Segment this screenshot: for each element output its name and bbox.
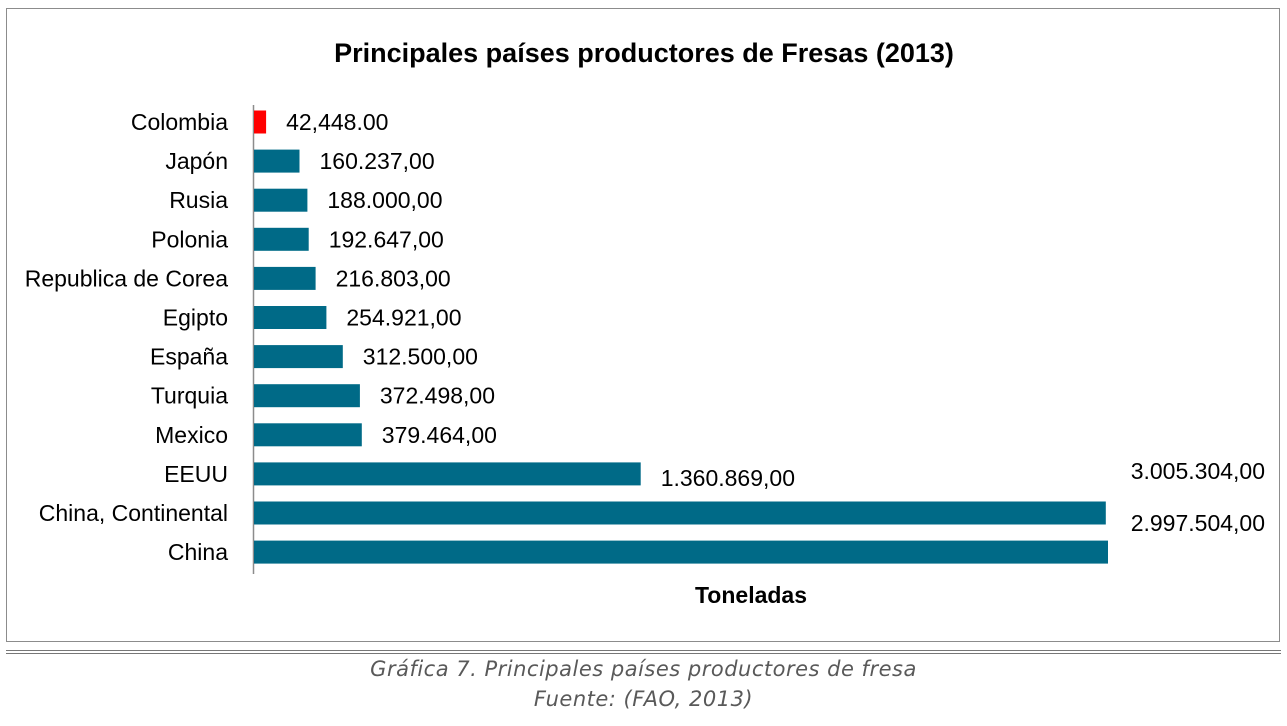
- bar-china-continental: [254, 501, 1106, 525]
- category-label-eeuu: EEUU: [164, 461, 228, 487]
- bar-egipto: [254, 306, 327, 329]
- chart-title: Principales países productores de Fresas…: [334, 38, 954, 68]
- category-label-japon: Japón: [165, 148, 228, 174]
- value-label-japon: 160.237,00: [320, 148, 435, 174]
- value-label-china: 3.005.304,00: [1131, 458, 1265, 484]
- bar-china: [254, 540, 1108, 564]
- category-label-rusia: Rusia: [169, 187, 228, 213]
- bar-espana: [254, 345, 343, 369]
- value-label-colombia: 42,448.00: [286, 109, 388, 135]
- x-axis-title: Toneladas: [695, 582, 807, 608]
- value-label-rusia: 188.000,00: [327, 187, 442, 213]
- bar-japon: [254, 149, 300, 173]
- caption-rule-bottom: [6, 653, 1281, 654]
- value-label-turquia: 372.498,00: [380, 383, 495, 409]
- value-label-espana: 312.500,00: [363, 344, 478, 370]
- category-label-colombia: Colombia: [131, 109, 228, 135]
- caption-rule-top: [6, 650, 1281, 651]
- figure-source: Fuente: (FAO, 2013): [533, 687, 754, 711]
- category-label-republica-de-corea: Republica de Corea: [25, 265, 229, 291]
- value-label-mexico: 379.464,00: [382, 422, 497, 448]
- value-label-egipto: 254.921,00: [346, 305, 461, 331]
- figure-caption: Gráfica 7. Principales países productore…: [370, 657, 917, 681]
- category-label-polonia: Polonia: [151, 226, 228, 252]
- bar-eeuu: [254, 462, 641, 486]
- category-label-china: China: [168, 539, 228, 565]
- bar-colombia: [254, 110, 267, 134]
- value-label-china-continental: 2.997.504,00: [1131, 510, 1265, 536]
- category-label-mexico: Mexico: [155, 422, 228, 448]
- category-label-egipto: Egipto: [163, 305, 228, 331]
- category-label-turquia: Turquia: [151, 383, 228, 409]
- bar-polonia: [254, 227, 309, 251]
- value-label-eeuu: 1.360.869,00: [661, 465, 795, 491]
- value-label-polonia: 192.647,00: [329, 226, 444, 252]
- category-labels: Colombia Japón Rusia Polonia Republica de Co…: [25, 109, 229, 565]
- bar-chart: Principales países productores de Fresas…: [25, 38, 1265, 608]
- value-labels: 42,448.00 160.237,00 188.000,00 192.647,00 2…: [286, 109, 1265, 536]
- bars-layer: [254, 110, 1108, 564]
- chart-frame: Principales países productores de Fresas…: [6, 8, 1280, 642]
- value-label-republica-de-corea: 216.803,00: [336, 265, 451, 291]
- category-label-espana: España: [150, 344, 228, 370]
- bar-republica-de-corea: [254, 266, 316, 290]
- bar-turquia: [254, 384, 360, 408]
- category-label-china-continental: China, Continental: [39, 500, 228, 526]
- bar-mexico: [254, 423, 362, 447]
- bar-rusia: [254, 188, 308, 212]
